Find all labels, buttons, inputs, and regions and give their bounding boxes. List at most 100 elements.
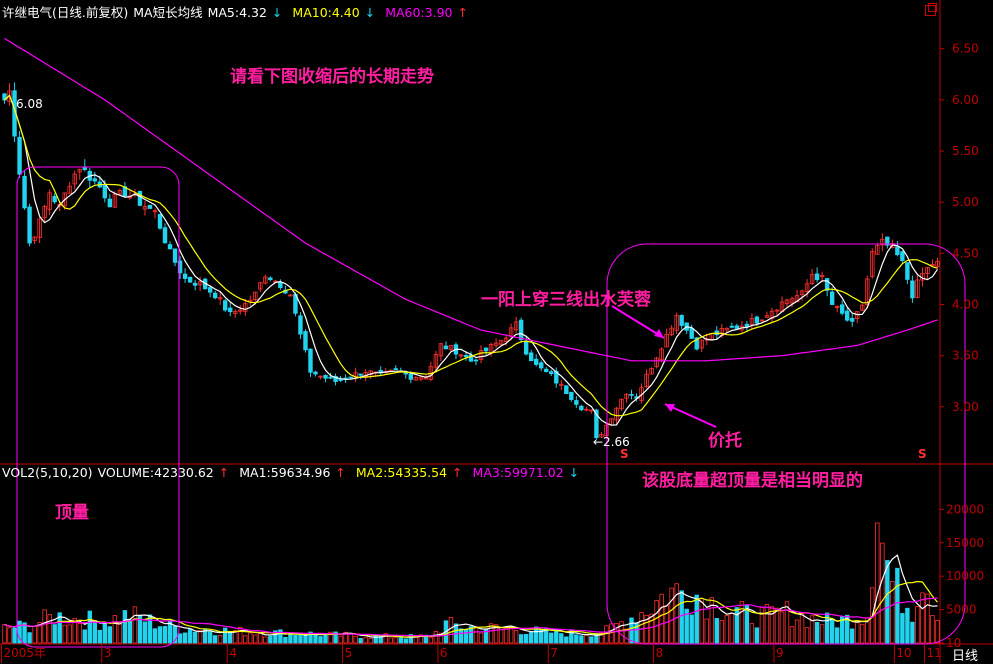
up-candle [809, 274, 815, 284]
up-candle [513, 321, 519, 331]
down-arrow-icon: ↓ [568, 465, 580, 480]
up-candle [880, 238, 885, 246]
down-candle [323, 374, 328, 379]
up-candle [318, 375, 323, 378]
moving-average-lines [4, 37, 938, 426]
volume-bar [383, 633, 388, 644]
volume-bar [523, 634, 529, 644]
axes: 3.00 3.50 4.00 4.50 5.00 5.50 6.00 6.50 10 5000 10… [1, 42, 984, 663]
down-candle [694, 337, 699, 350]
price-tick-label: 5.00 [952, 195, 979, 209]
volume-bar [473, 626, 479, 644]
down-candle [574, 400, 579, 405]
volume-bar [273, 630, 278, 644]
up-candle [759, 319, 765, 322]
volume-bar [37, 622, 42, 644]
volume-bar [935, 620, 940, 644]
volume-bar [789, 626, 795, 644]
down-candle [393, 368, 398, 371]
volume-bar [604, 625, 609, 644]
down-candle [157, 213, 163, 229]
volume-bar [77, 623, 82, 644]
volume-bar [910, 621, 915, 644]
month-label: 3 [104, 646, 112, 660]
volume-bar [12, 627, 17, 644]
volume-bar [258, 633, 263, 644]
high-price-marker: 6.08 [16, 97, 43, 111]
down-candle [463, 355, 469, 358]
volume-bar [308, 631, 313, 644]
down-candle [172, 248, 178, 263]
restore-window-button[interactable] [925, 3, 937, 16]
volume-bar [609, 623, 614, 644]
volume-bar [564, 636, 569, 644]
down-candle [569, 391, 574, 400]
volume-bar [192, 631, 198, 644]
down-candle [212, 292, 218, 299]
up-candle [789, 298, 795, 304]
volume-bar [769, 606, 775, 644]
volume-bar [293, 634, 298, 644]
up-candle [263, 276, 268, 284]
volume-bar [860, 623, 865, 644]
volume-ma3: MA3:59971.02 ↓ [472, 465, 580, 480]
down-candle [689, 327, 694, 339]
volume-bar [784, 601, 790, 644]
volume-bar [669, 587, 674, 644]
down-candle [729, 325, 735, 328]
down-candle [850, 317, 855, 322]
volume-bar [689, 614, 694, 644]
period-label[interactable]: 日线 [952, 649, 979, 664]
volume-bar [895, 567, 900, 644]
up-candle [604, 424, 609, 436]
up-candle [674, 315, 679, 331]
volume-bar [528, 631, 534, 644]
volume-bar [223, 627, 228, 644]
up-candle [659, 348, 664, 361]
price-tick-label: 5.50 [952, 144, 979, 158]
up-arrow-icon: ↑ [335, 465, 346, 480]
month-label: 4 [229, 646, 237, 660]
volume-bar [318, 636, 323, 644]
volume-bar [27, 632, 32, 644]
volume-bar [508, 626, 514, 644]
month-label: 5 [345, 646, 353, 660]
ma5-value: MA5:4.32 ↓ [207, 5, 283, 20]
volume-bar [794, 619, 800, 644]
up-candle [614, 407, 619, 421]
down-arrow-icon: ↓ [364, 5, 376, 20]
annotation-support: 价托 [708, 431, 742, 451]
volume-bar [829, 618, 835, 644]
volume-bar [754, 627, 760, 644]
up-candle [834, 305, 840, 308]
indicator-name: MA短长均线 [133, 5, 203, 20]
down-candle [348, 376, 353, 379]
up-candle [699, 339, 704, 349]
down-candle [17, 136, 22, 175]
down-arrow-icon: ↓ [271, 5, 283, 20]
up-candle [559, 383, 564, 386]
volume-bar [228, 631, 233, 644]
volume-bar [388, 637, 393, 644]
volume-bar [684, 608, 689, 644]
down-candle [814, 273, 820, 281]
volume-bar [915, 606, 920, 644]
volume-bar [333, 631, 338, 644]
volume-bar [614, 623, 619, 644]
volume-bar [132, 606, 138, 644]
volume-bar [182, 632, 188, 644]
volume-bar [774, 607, 780, 644]
volume-bar [162, 626, 168, 644]
volume-bar [47, 614, 52, 644]
down-candle [167, 244, 173, 250]
volume-ma1: MA1:59634.96 ↑ [239, 465, 346, 480]
up-candle [935, 260, 940, 267]
up-candle [860, 304, 865, 311]
down-candle [754, 316, 760, 324]
volume-bar [654, 600, 659, 644]
volume-bar [734, 607, 740, 644]
volume-bar [739, 601, 745, 644]
down-candle [92, 178, 98, 182]
volume-bar [804, 627, 810, 644]
volume-bar [313, 633, 318, 644]
